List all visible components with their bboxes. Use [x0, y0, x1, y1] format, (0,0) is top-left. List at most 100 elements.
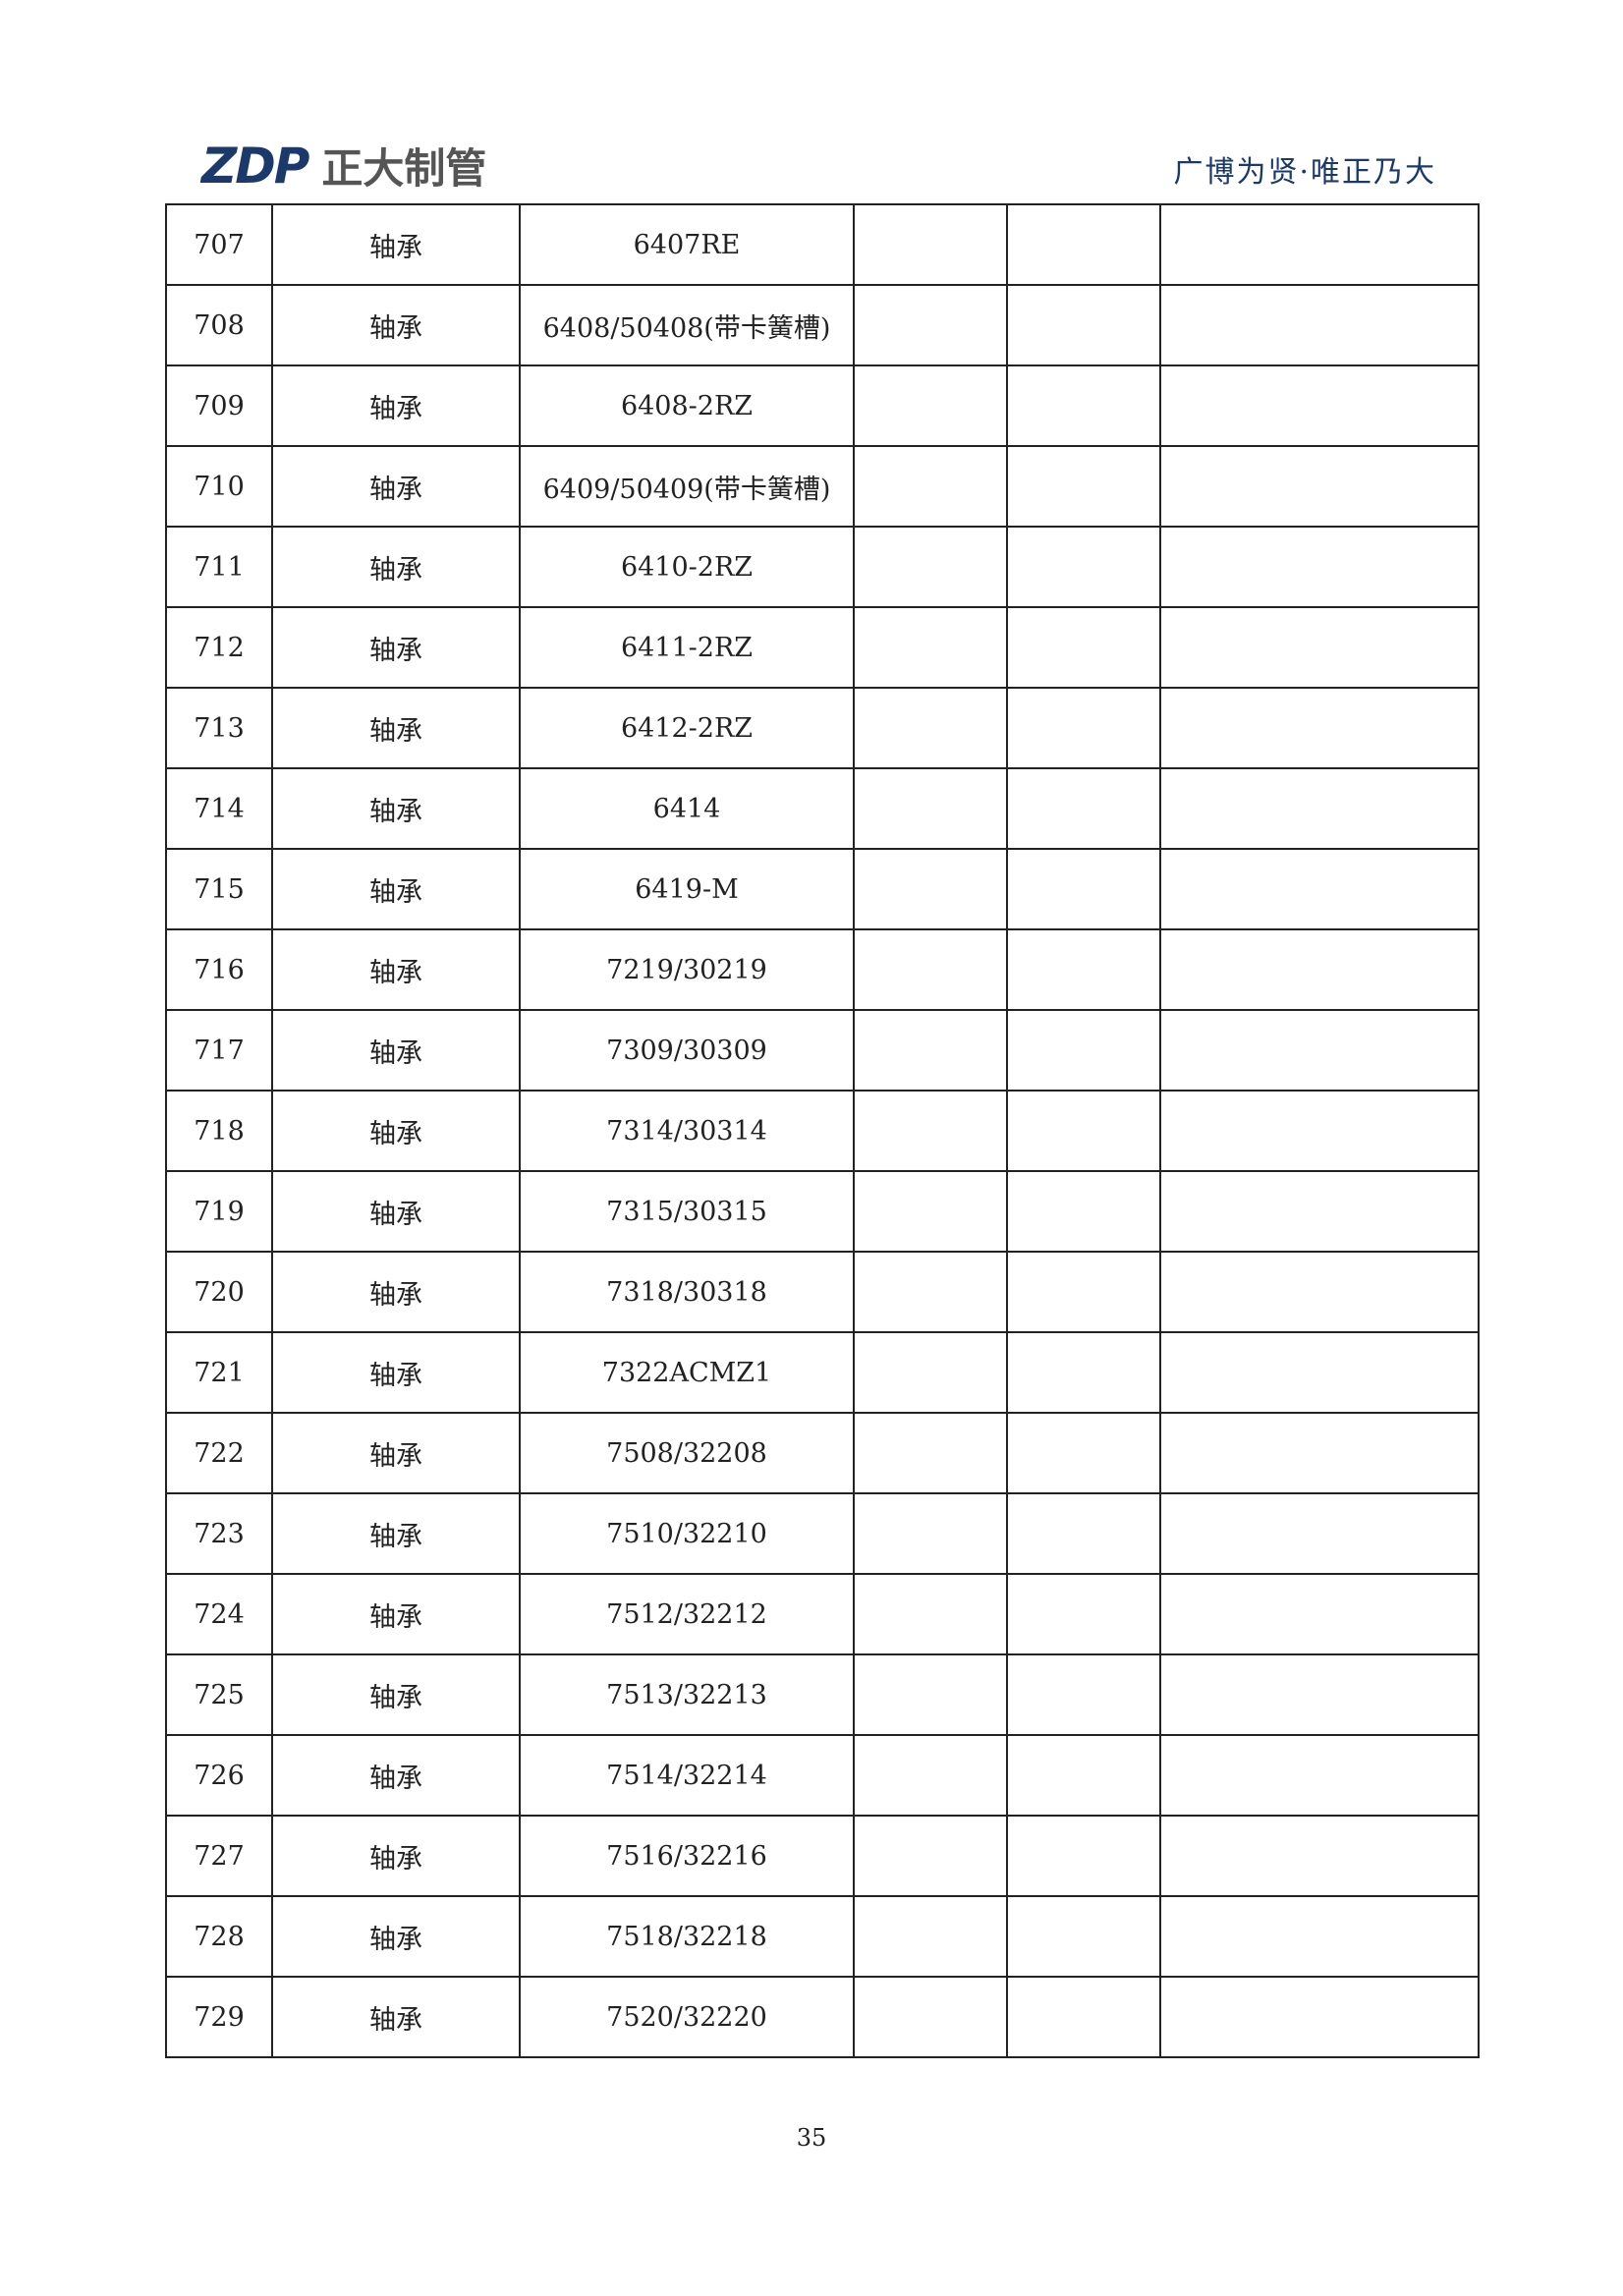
item-name: 轴承 [271, 1895, 521, 1978]
table-row: 715 轴承 6419-M [165, 848, 1480, 930]
empty-cell [1006, 526, 1161, 608]
empty-cell [853, 284, 1008, 366]
table-row: 727 轴承 7516/32216 [165, 1815, 1480, 1897]
empty-cell [853, 445, 1008, 528]
empty-cell [853, 1895, 1008, 1978]
row-number: 721 [165, 1331, 273, 1414]
item-spec: 7513/32213 [519, 1653, 855, 1736]
item-spec: 6407RE [519, 203, 855, 286]
empty-cell [853, 1090, 1008, 1172]
item-name: 轴承 [271, 1331, 521, 1414]
logo-text: 正大制管 [321, 144, 487, 193]
empty-cell [1006, 1734, 1161, 1817]
empty-cell [1006, 928, 1161, 1011]
empty-cell [1006, 606, 1161, 689]
item-spec: 6412-2RZ [519, 687, 855, 769]
empty-cell [853, 1653, 1008, 1736]
table-row: 719 轴承 7315/30315 [165, 1170, 1480, 1253]
empty-cell [1006, 1412, 1161, 1494]
empty-cell [1159, 1331, 1480, 1414]
item-spec: 7518/32218 [519, 1895, 855, 1978]
empty-cell [1159, 928, 1480, 1011]
item-name: 轴承 [271, 606, 521, 689]
table-row: 709 轴承 6408-2RZ [165, 364, 1480, 447]
row-number: 723 [165, 1492, 273, 1575]
empty-cell [853, 687, 1008, 769]
item-spec: 7219/30219 [519, 928, 855, 1011]
empty-cell [1006, 848, 1161, 930]
empty-cell [853, 1170, 1008, 1253]
empty-cell [853, 1251, 1008, 1333]
item-spec: 6409/50409(带卡簧槽) [519, 445, 855, 528]
empty-cell [853, 848, 1008, 930]
empty-cell [1159, 1090, 1480, 1172]
empty-cell [1006, 1009, 1161, 1092]
empty-cell [1159, 1492, 1480, 1575]
item-name: 轴承 [271, 1251, 521, 1333]
empty-cell [1006, 1976, 1161, 2058]
empty-cell [1006, 1251, 1161, 1333]
empty-cell [1159, 1653, 1480, 1736]
empty-cell [1159, 1170, 1480, 1253]
item-name: 轴承 [271, 526, 521, 608]
item-name: 轴承 [271, 445, 521, 528]
table-row: 708 轴承 6408/50408(带卡簧槽) [165, 284, 1480, 366]
empty-cell [1159, 284, 1480, 366]
item-spec: 7508/32208 [519, 1412, 855, 1494]
empty-cell [853, 928, 1008, 1011]
item-name: 轴承 [271, 1573, 521, 1655]
item-spec: 6410-2RZ [519, 526, 855, 608]
empty-cell [1159, 203, 1480, 286]
empty-cell [1159, 687, 1480, 769]
empty-cell [1159, 1815, 1480, 1897]
table-row: 728 轴承 7518/32218 [165, 1895, 1480, 1978]
company-logo: ZDP 正大制管 [201, 136, 486, 196]
empty-cell [1006, 1815, 1161, 1897]
item-spec: 7315/30315 [519, 1170, 855, 1253]
empty-cell [1159, 767, 1480, 850]
row-number: 710 [165, 445, 273, 528]
item-spec: 7512/32212 [519, 1573, 855, 1655]
item-name: 轴承 [271, 1492, 521, 1575]
item-name: 轴承 [271, 1009, 521, 1092]
empty-cell [1159, 1573, 1480, 1655]
row-number: 711 [165, 526, 273, 608]
row-number: 718 [165, 1090, 273, 1172]
item-name: 轴承 [271, 687, 521, 769]
empty-cell [853, 364, 1008, 447]
empty-cell [1006, 1895, 1161, 1978]
row-number: 716 [165, 928, 273, 1011]
table-row: 716 轴承 7219/30219 [165, 928, 1480, 1011]
table-row: 721 轴承 7322ACMZ1 [165, 1331, 1480, 1414]
item-name: 轴承 [271, 1734, 521, 1817]
item-spec: 7516/32216 [519, 1815, 855, 1897]
empty-cell [1159, 1734, 1480, 1817]
item-spec: 6408-2RZ [519, 364, 855, 447]
empty-cell [1006, 767, 1161, 850]
empty-cell [853, 1815, 1008, 1897]
empty-cell [1006, 1573, 1161, 1655]
row-number: 722 [165, 1412, 273, 1494]
table-row: 720 轴承 7318/30318 [165, 1251, 1480, 1333]
row-number: 714 [165, 767, 273, 850]
row-number: 720 [165, 1251, 273, 1333]
table-row: 707 轴承 6407RE [165, 203, 1480, 286]
empty-cell [1006, 364, 1161, 447]
row-number: 726 [165, 1734, 273, 1817]
empty-cell [1006, 1331, 1161, 1414]
empty-cell [853, 1412, 1008, 1494]
table-row: 718 轴承 7314/30314 [165, 1090, 1480, 1172]
page-number: 35 [796, 2124, 827, 2152]
table-row: 711 轴承 6410-2RZ [165, 526, 1480, 608]
item-spec: 7322ACMZ1 [519, 1331, 855, 1414]
table-row: 723 轴承 7510/32210 [165, 1492, 1480, 1575]
empty-cell [1006, 1090, 1161, 1172]
empty-cell [853, 526, 1008, 608]
item-name: 轴承 [271, 767, 521, 850]
row-number: 729 [165, 1976, 273, 2058]
table-row: 729 轴承 7520/32220 [165, 1976, 1480, 2058]
row-number: 717 [165, 1009, 273, 1092]
row-number: 713 [165, 687, 273, 769]
item-spec: 7318/30318 [519, 1251, 855, 1333]
empty-cell [1006, 1492, 1161, 1575]
